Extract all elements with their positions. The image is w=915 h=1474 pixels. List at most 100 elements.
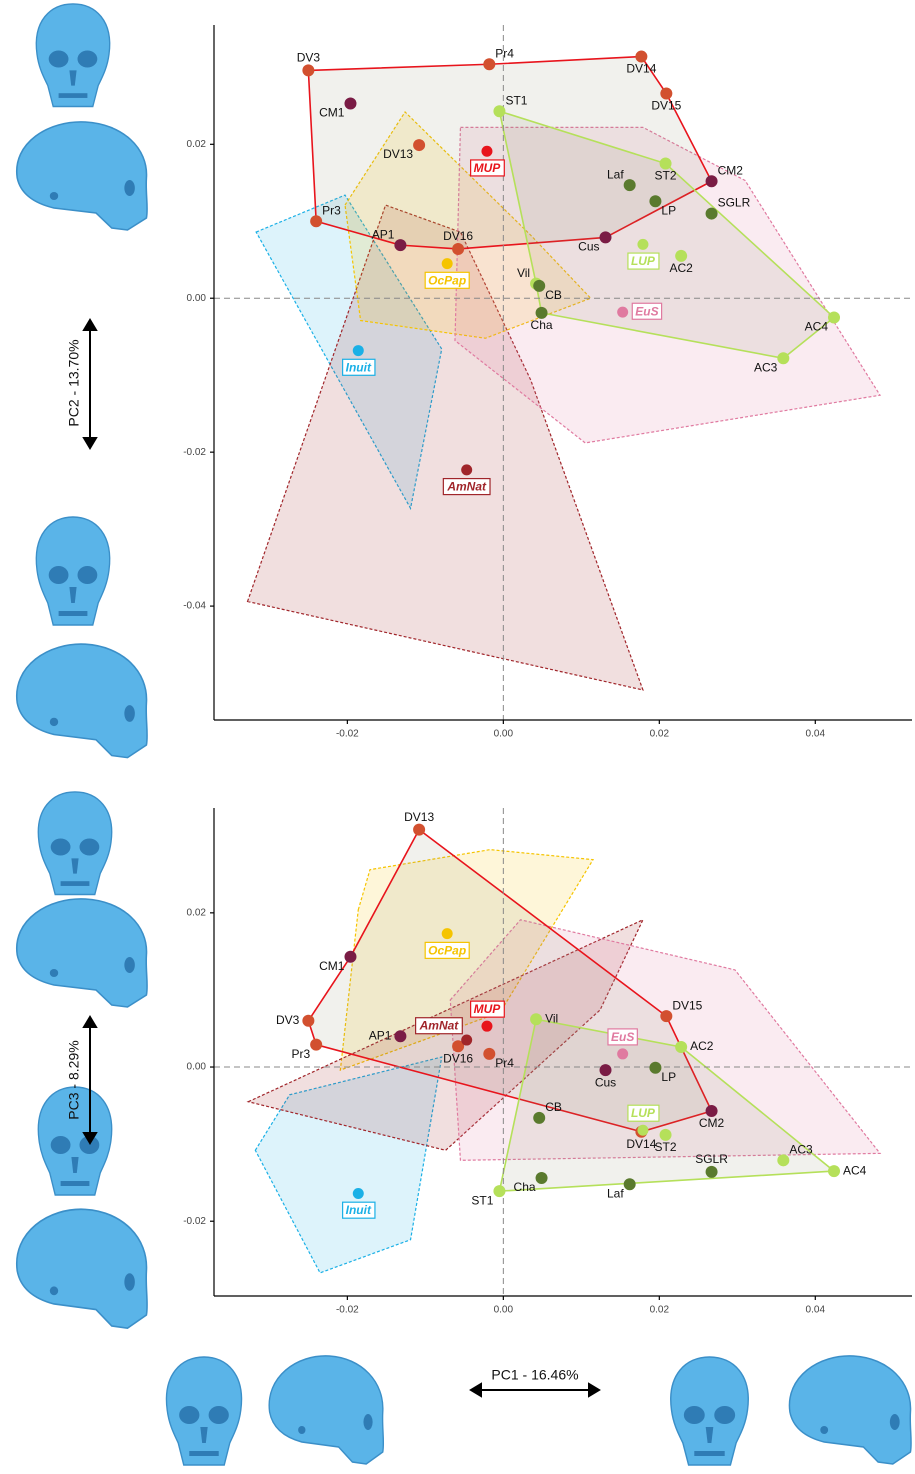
point [635, 50, 648, 63]
group-label-box [607, 1028, 638, 1046]
y-tick-label: 0.00 [187, 293, 207, 304]
point [302, 64, 315, 77]
point-label: DV3 [297, 51, 321, 65]
group-hull [454, 126, 882, 444]
point-label: LP [661, 203, 676, 217]
point-label: Laf [607, 1186, 624, 1200]
point [493, 1185, 506, 1198]
x-tick-label: -0.02 [336, 1305, 359, 1316]
point [310, 1038, 323, 1051]
y-tick-label: 0.02 [187, 907, 207, 918]
y-axis-label: PC3 - 8.29% [66, 1040, 82, 1119]
point-label: CM1 [319, 959, 345, 973]
group-label-box [342, 358, 376, 376]
group-label-box [424, 941, 470, 959]
group-hull [307, 828, 713, 1133]
group-label: Inuit [346, 1203, 372, 1217]
x-tick-label: 0.00 [494, 729, 514, 740]
group-hull [344, 111, 592, 339]
point-label: Pr3 [291, 1047, 310, 1061]
group-mean [617, 306, 629, 318]
point [533, 1111, 546, 1124]
point-label: AP1 [372, 227, 395, 241]
point-label: Pr4 [495, 1056, 514, 1070]
point-label: DV15 [672, 998, 702, 1012]
group-hull [246, 918, 645, 1151]
group-mean [352, 1187, 364, 1199]
point-label: AC3 [789, 1142, 813, 1156]
point-label: SGLR [718, 196, 751, 210]
group-mean [352, 345, 364, 357]
point [483, 1047, 496, 1060]
point [599, 1064, 612, 1077]
group-label-box [342, 1201, 376, 1219]
point [452, 242, 465, 255]
point-label: ST2 [655, 1140, 677, 1154]
group-label: AmNat [446, 480, 487, 494]
point [394, 239, 407, 252]
plot: -0.02 0.00 0.02 0.04 0.02 0.00 -0.02 DV13 CM1 AP1… [183, 808, 912, 1316]
group-label: Inuit [346, 360, 372, 374]
point-label: DV16 [443, 1051, 473, 1065]
x-axis-label: PC1 - 16.46% [491, 1367, 578, 1383]
group-mean [481, 145, 493, 157]
group-label: MUP [474, 1002, 502, 1016]
y-tick-label: -0.02 [183, 447, 206, 458]
group-hull [254, 1056, 443, 1274]
point [413, 823, 426, 836]
point-label: AC2 [669, 261, 693, 275]
point-label: DV13 [383, 147, 413, 161]
point [705, 175, 718, 188]
point-label: AC4 [843, 1163, 867, 1177]
point [530, 1013, 543, 1026]
point-label: CM2 [718, 163, 744, 177]
x-tick-label: 0.02 [650, 1305, 670, 1316]
x-tick-label: 0.00 [494, 1305, 514, 1316]
point [777, 352, 790, 365]
point [659, 1128, 672, 1141]
y-tick-label: 0.00 [187, 1062, 207, 1073]
point [777, 1154, 790, 1167]
point-label: ST2 [655, 169, 677, 183]
x-tick-label: 0.04 [806, 729, 826, 740]
point [535, 306, 548, 319]
group-mean [441, 258, 453, 270]
plot: -0.02 0.00 0.02 0.04 0.02 0.00 -0.02 -0.04 DV3 Pr… [183, 25, 912, 740]
point-label: DV3 [276, 1013, 300, 1027]
group-hull [246, 204, 644, 691]
point [483, 58, 496, 71]
point-label: AC3 [754, 360, 778, 374]
point [302, 1014, 315, 1027]
point [705, 1104, 718, 1117]
point-label: ST1 [505, 93, 527, 107]
point-label: CB [545, 1100, 562, 1114]
point [533, 279, 546, 292]
y-tick-label: -0.04 [183, 601, 206, 612]
group-label-box [631, 302, 663, 320]
point-label: CM1 [319, 106, 345, 120]
point-label: LP [661, 1070, 676, 1084]
group-mean [461, 1034, 473, 1046]
group-label: EuS [635, 304, 658, 318]
group-label: AmNat [419, 1019, 460, 1033]
point-label: Vil [517, 266, 530, 280]
group-label-box [415, 1017, 463, 1035]
point-label: Pr4 [495, 46, 514, 60]
point-label: DV13 [404, 810, 434, 824]
point [623, 179, 636, 192]
x-tick-label: 0.04 [806, 1305, 826, 1316]
point [828, 311, 841, 324]
y-tick-label: 0.02 [187, 139, 207, 150]
group-label-box [627, 252, 660, 270]
group-label-box [470, 159, 505, 177]
point [493, 105, 506, 118]
y-axis-label: PC2 - 13.70% [66, 339, 82, 426]
group-label: EuS [611, 1030, 634, 1044]
point [649, 195, 662, 208]
point [535, 1172, 548, 1185]
x-tick-label: 0.02 [650, 729, 670, 740]
axis-arrows [82, 318, 601, 1398]
group-hull [255, 194, 443, 511]
point-label: Cha [514, 1180, 536, 1194]
